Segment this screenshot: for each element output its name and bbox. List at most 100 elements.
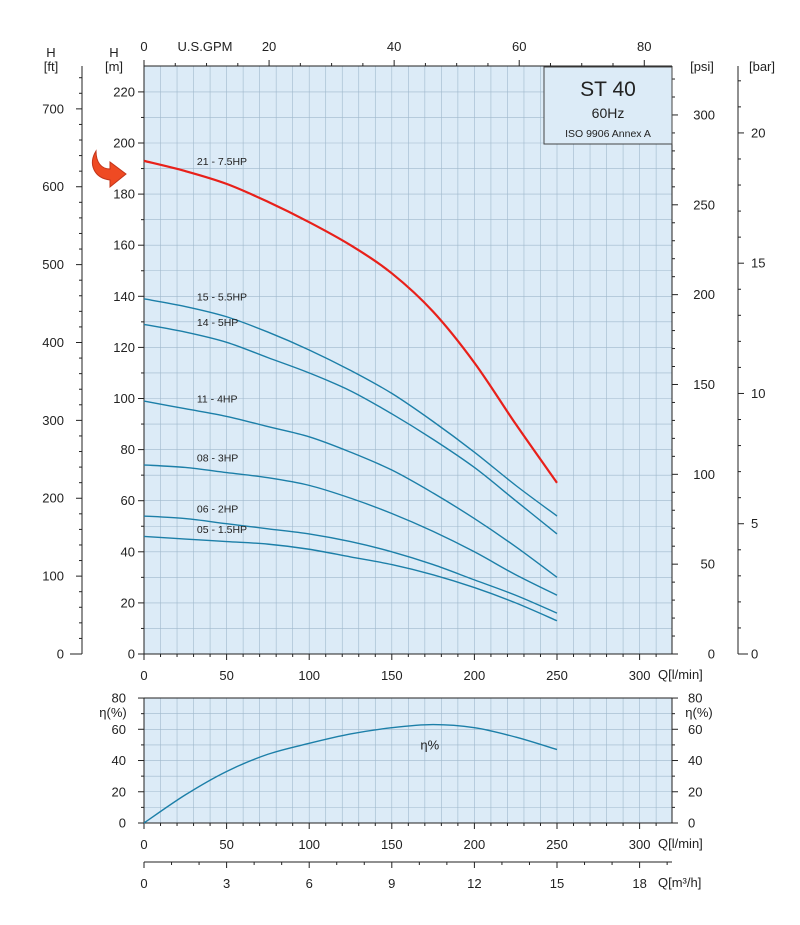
- q-lmin-eff-tick-label: 100: [298, 837, 320, 852]
- eta-left-tick-label: 40: [112, 753, 126, 768]
- q-lmin-eff-tick-label: 200: [464, 837, 486, 852]
- eta-right-tick-label: 0: [688, 816, 695, 831]
- eta-right-tick-label: 40: [688, 753, 702, 768]
- h-ft-tick-label: 200: [42, 491, 64, 506]
- h-m-tick-label: 20: [121, 595, 135, 610]
- gpm-tick-label: 80: [637, 39, 651, 54]
- q-lmin-axis-label: Q[l/min]: [658, 667, 703, 682]
- q-lmin-eff-axis-label: Q[l/min]: [658, 836, 703, 851]
- curve-label: 21 - 7.5HP: [197, 156, 247, 168]
- q-lmin-eff-tick-label: 50: [219, 837, 233, 852]
- h-m-tick-label: 180: [113, 187, 135, 202]
- q-lmin-tick-label: 300: [629, 668, 651, 683]
- head-curve-21-7-5hp: [143, 159, 558, 484]
- q-lmin-tick-label: 50: [219, 668, 233, 683]
- h-ft-tick-label: 300: [42, 413, 64, 428]
- eta-left-tick-label: 80: [112, 691, 126, 706]
- curve-label: 06 - 2HP: [197, 504, 238, 516]
- psi-axis-label: [psi]: [690, 59, 714, 74]
- eta-left-tick-label: 60: [112, 722, 126, 737]
- q-lmin-tick-label: 0: [140, 668, 147, 683]
- head-curve-15-5-5hp: [143, 298, 558, 517]
- performance-curves: [143, 159, 558, 824]
- h-ft-tick-label: 400: [42, 335, 64, 350]
- h-m-tick-label: 140: [113, 289, 135, 304]
- info-box: [543, 66, 673, 145]
- q-m3h-tick-label: 15: [550, 876, 564, 891]
- info-box-standard: ISO 9906 Annex A: [565, 128, 651, 140]
- plot-grids: [144, 66, 672, 823]
- tick-labels: 0204060801001201401601802002200100200300…: [42, 39, 765, 891]
- q-lmin-eff-tick-label: 250: [546, 837, 568, 852]
- q-m3h-tick-label: 6: [306, 876, 313, 891]
- eta-right-axis-label: η(%): [685, 705, 712, 720]
- eta-right-tick-label: 80: [688, 691, 702, 706]
- h-m-tick-label: 60: [121, 493, 135, 508]
- curve-labels: 21 - 7.5HP 15 - 5.5HP 14 - 5HP 11 - 4HP 08 -…: [197, 156, 440, 752]
- h-ft-axis-label-top: H: [46, 45, 55, 60]
- h-m-tick-label: 220: [113, 84, 135, 99]
- gpm-tick-label: 40: [387, 39, 401, 54]
- q-lmin-tick-label: 250: [546, 668, 568, 683]
- bar-tick-label: 5: [751, 516, 758, 531]
- h-m-axis-label-bottom: [m]: [105, 59, 123, 74]
- q-lmin-eff-tick-label: 150: [381, 837, 403, 852]
- gpm-axis-label: U.S.GPM: [178, 39, 233, 54]
- eta-right-tick-label: 60: [688, 722, 702, 737]
- eta-right-tick-label: 20: [688, 784, 702, 799]
- bar-tick-label: 10: [751, 386, 765, 401]
- eta-left-tick-label: 0: [119, 816, 126, 831]
- info-box-title: ST 40: [580, 78, 636, 101]
- head-curve-14-5hp: [143, 323, 558, 535]
- q-m3h-tick-label: 12: [467, 876, 481, 891]
- h-m-tick-label: 80: [121, 442, 135, 457]
- q-m3h-tick-label: 18: [632, 876, 646, 891]
- h-m-axis-label-top: H: [109, 45, 118, 60]
- q-lmin-tick-label: 150: [381, 668, 403, 683]
- q-m3h-axis-label: Q[m³/h]: [658, 875, 701, 890]
- q-m3h-tick-label: 9: [388, 876, 395, 891]
- psi-tick-label: 300: [693, 107, 715, 122]
- gpm-tick-label: 0: [140, 39, 147, 54]
- q-lmin-eff-tick-label: 0: [140, 837, 147, 852]
- h-ft-tick-label: 0: [57, 647, 64, 662]
- q-m3h-tick-label: 0: [140, 876, 147, 891]
- info-box-frequency: 60Hz: [592, 105, 625, 121]
- efficiency-curve: [143, 723, 558, 824]
- h-m-tick-label: 0: [128, 647, 135, 662]
- gpm-tick-label: 60: [512, 39, 526, 54]
- curve-label: 11 - 4HP: [197, 394, 238, 406]
- head-plot-area: [144, 66, 672, 654]
- h-m-tick-label: 200: [113, 136, 135, 151]
- q-lmin-tick-label: 200: [464, 668, 486, 683]
- bar-tick-label: 15: [751, 256, 765, 271]
- curve-label: 08 - 3HP: [197, 452, 238, 464]
- psi-tick-label: 150: [693, 377, 715, 392]
- h-m-tick-label: 100: [113, 391, 135, 406]
- bar-tick-label: 20: [751, 125, 765, 140]
- curve-label: 14 - 5HP: [197, 317, 238, 329]
- head-curve-06-2hp: [143, 515, 558, 614]
- eta-left-axis-label: η(%): [99, 705, 126, 720]
- curve-label: 05 - 1.5HP: [197, 524, 247, 536]
- psi-tick-label: 100: [693, 467, 715, 482]
- head-curve-05-1-5hp: [143, 535, 558, 622]
- h-ft-tick-label: 100: [42, 569, 64, 584]
- bar-axis-label: [bar]: [749, 59, 775, 74]
- efficiency-curve-label: η%: [420, 738, 439, 753]
- highlight-arrow-icon: [92, 149, 127, 189]
- plot-backgrounds: [144, 66, 672, 823]
- q-lmin-eff-tick-label: 300: [629, 837, 651, 852]
- h-ft-tick-label: 600: [42, 179, 64, 194]
- q-m3h-tick-label: 3: [223, 876, 230, 891]
- q-lmin-tick-label: 100: [298, 668, 320, 683]
- psi-tick-label: 50: [701, 557, 715, 572]
- curve-label: 15 - 5.5HP: [197, 292, 247, 304]
- psi-tick-label: 0: [708, 647, 715, 662]
- head-curve-08-3hp: [143, 464, 558, 596]
- axes: [70, 60, 748, 868]
- gpm-tick-label: 20: [262, 39, 276, 54]
- h-ft-tick-label: 500: [42, 257, 64, 272]
